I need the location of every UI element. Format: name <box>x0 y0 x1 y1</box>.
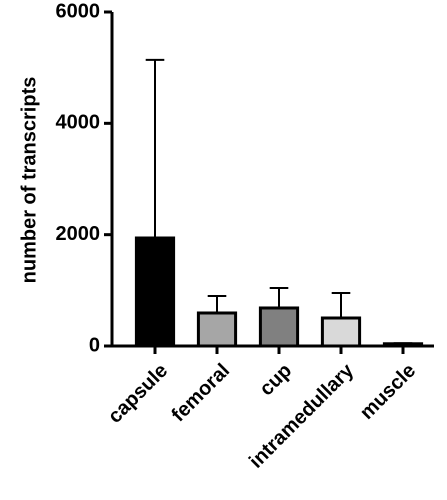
bar <box>258 306 300 348</box>
y-axis-label: number of transcripts <box>18 77 40 284</box>
x-tick-label: femoral <box>168 360 235 427</box>
y-tick-label: 0 <box>89 334 100 356</box>
y-tick-label: 6000 <box>56 0 101 22</box>
y-tick-label: 4000 <box>56 112 101 134</box>
bar <box>320 316 362 348</box>
x-tick-label: cup <box>255 360 296 401</box>
y-tick-label: 2000 <box>56 223 101 245</box>
x-tick-label: capsule <box>104 360 172 428</box>
bar <box>196 311 238 348</box>
x-tick-label: muscle <box>356 360 420 424</box>
bar <box>134 236 176 348</box>
x-tick-label: intramedullary <box>245 359 359 473</box>
